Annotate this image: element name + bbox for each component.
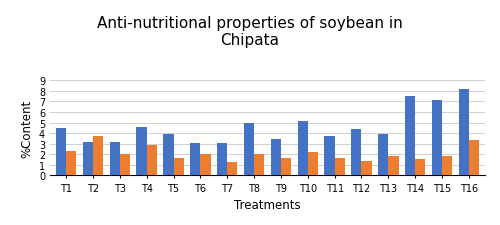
- Bar: [217, 143, 227, 176]
- Bar: [110, 142, 120, 176]
- Bar: [56, 128, 66, 176]
- Bar: [352, 129, 362, 176]
- Bar: [458, 89, 469, 176]
- Bar: [83, 142, 93, 176]
- Bar: [432, 101, 442, 176]
- Bar: [200, 155, 210, 176]
- Bar: [415, 160, 426, 176]
- Bar: [164, 135, 173, 176]
- Bar: [174, 159, 184, 176]
- Bar: [270, 140, 281, 176]
- Bar: [405, 97, 415, 176]
- Bar: [227, 162, 237, 176]
- X-axis label: Treatments: Treatments: [234, 199, 301, 212]
- Bar: [442, 157, 452, 176]
- Y-axis label: %Content: %Content: [20, 99, 34, 157]
- Bar: [388, 157, 398, 176]
- Bar: [362, 161, 372, 176]
- Bar: [334, 159, 345, 176]
- Bar: [120, 155, 130, 176]
- Bar: [190, 143, 200, 176]
- Bar: [254, 155, 264, 176]
- Bar: [308, 152, 318, 176]
- Bar: [66, 151, 76, 176]
- Bar: [136, 127, 146, 176]
- Bar: [298, 122, 308, 176]
- Bar: [244, 123, 254, 176]
- Bar: [93, 137, 103, 176]
- Text: Anti-nutritional properties of soybean in
Chipata: Anti-nutritional properties of soybean i…: [97, 16, 403, 48]
- Bar: [469, 141, 479, 176]
- Bar: [146, 145, 157, 176]
- Bar: [324, 137, 334, 176]
- Bar: [378, 135, 388, 176]
- Bar: [281, 159, 291, 176]
